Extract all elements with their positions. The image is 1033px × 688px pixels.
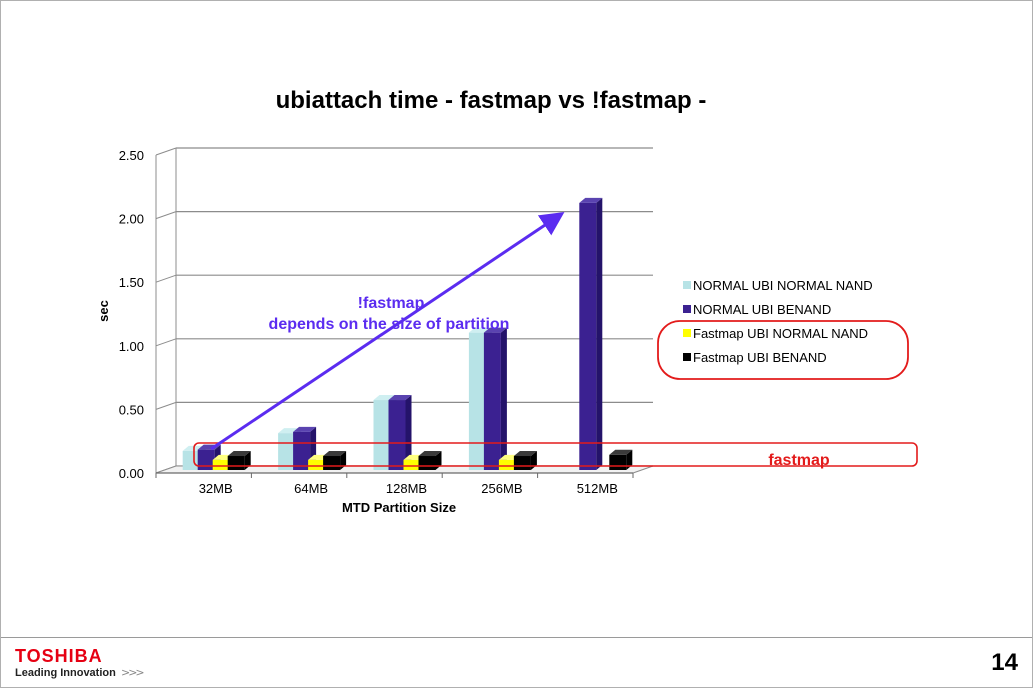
x-tick-label: 512MB (577, 481, 618, 496)
gridline-depth (155, 211, 177, 220)
bar (418, 451, 442, 470)
y-tick-label: 2.50 (119, 148, 144, 163)
trend-arrow (210, 211, 565, 451)
bar (609, 449, 633, 470)
y-tick-label: 0.00 (119, 466, 144, 481)
gridline-depth (155, 274, 177, 283)
gridline-depth (155, 401, 177, 410)
legend-swatch (683, 305, 691, 313)
bar-chart: 0.00 0.50 1.00 1.50 2.00 2.50 32MB 64MB 128MB 256… (96, 147, 918, 515)
fastmap-legend-highlight (657, 320, 909, 380)
fastmap-bars-highlight (193, 442, 918, 467)
bar (513, 451, 537, 470)
bar (483, 327, 507, 470)
x-tick-label: 32MB (199, 481, 233, 496)
gridline-depth (155, 338, 177, 347)
gridline-depth (155, 147, 177, 156)
brand-logo: TOSHIBA (15, 646, 103, 666)
x-tick-label: 64MB (294, 481, 328, 496)
footer-divider (1, 637, 1032, 638)
x-axis-title: MTD Partition Size (342, 500, 456, 515)
x-tick-label: 256MB (481, 481, 522, 496)
legend-swatch (683, 329, 691, 337)
legend-swatch (683, 353, 691, 361)
brand-tagline: Leading Innovation (15, 667, 116, 679)
chart-title: ubiattach time - fastmap vs !fastmap - (275, 87, 707, 114)
y-tick-label: 2.00 (119, 212, 144, 227)
bar (579, 197, 603, 470)
legend-swatch (683, 281, 691, 289)
page-number: 14 (991, 649, 1018, 676)
x-tick-label: 128MB (386, 481, 427, 496)
y-tick-label: 0.50 (119, 402, 144, 417)
y-tick-label: 1.00 (119, 339, 144, 354)
bar (388, 395, 412, 470)
legend-label: Fastmap UBI BENAND (693, 350, 827, 365)
arrow-label-title: !fastmap (358, 295, 425, 312)
bar (227, 451, 251, 470)
chevron-right-icon: >>> (121, 666, 145, 679)
legend-label: Fastmap UBI NORMAL NAND (693, 326, 868, 341)
legend-label: NORMAL UBI BENAND (693, 302, 831, 317)
y-tick-label: 1.50 (119, 275, 144, 290)
legend-label: NORMAL UBI NORMAL NAND (693, 278, 873, 293)
arrow-label-subtitle: depends on the size of partition (269, 316, 510, 333)
y-axis-title: sec (96, 300, 111, 322)
fastmap-box-label: fastmap (768, 452, 830, 469)
bar (323, 451, 347, 470)
